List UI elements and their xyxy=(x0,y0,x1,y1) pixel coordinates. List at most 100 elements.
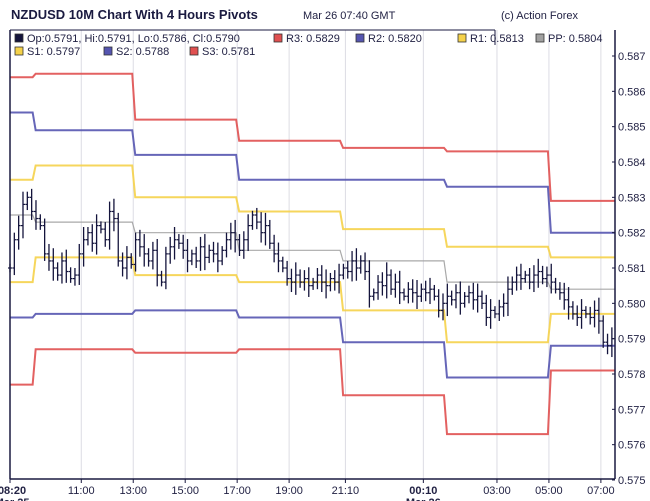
price-bar xyxy=(42,218,47,261)
pivot-line-s3 xyxy=(10,348,615,436)
price-bar xyxy=(367,260,372,308)
y-tick-label: 0.576 xyxy=(618,440,646,452)
price-bar xyxy=(484,294,489,326)
x-tick-label: 17:00 xyxy=(223,485,251,497)
legend-item-label: S2: 0.5788 xyxy=(116,46,169,58)
y-tick-label: 0.581 xyxy=(618,263,646,275)
price-bar xyxy=(492,306,497,319)
ohlc-swatch xyxy=(14,33,24,43)
price-bar xyxy=(12,232,17,276)
price-bar xyxy=(583,306,588,319)
price-bar xyxy=(514,266,519,291)
price-bar xyxy=(315,268,320,290)
pivot-line-r2 xyxy=(10,111,615,234)
price-bar xyxy=(380,272,385,296)
price-bar xyxy=(596,297,601,334)
price-bar xyxy=(566,287,571,320)
price-bar xyxy=(575,305,580,326)
price-bar xyxy=(159,270,164,287)
price-bar xyxy=(527,268,532,290)
x-tick-label: 00:10 xyxy=(409,485,437,497)
price-bar xyxy=(272,234,277,263)
price-bar xyxy=(285,260,290,286)
price-bar xyxy=(25,191,30,211)
pivot-line-s1 xyxy=(10,256,615,344)
price-bar xyxy=(605,333,610,355)
price-bar xyxy=(337,263,342,294)
legend-swatch xyxy=(103,46,113,56)
price-bar xyxy=(523,270,528,283)
price-bar xyxy=(501,293,506,317)
pivot-line-r1 xyxy=(10,164,615,259)
price-bar xyxy=(518,263,523,290)
legend-swatch xyxy=(273,33,283,43)
price-bar xyxy=(441,293,445,321)
legend-swatch xyxy=(355,33,365,43)
y-tick-label: 0.583 xyxy=(618,192,646,204)
price-bar xyxy=(389,269,394,295)
price-bar xyxy=(29,188,34,220)
price-bar xyxy=(59,252,64,284)
price-bar xyxy=(311,277,316,290)
x-axis-ticks: 08:20Mar 25 11:00 13:00 15:00 17:00 19:00 21:1… xyxy=(0,479,615,501)
price-bar xyxy=(341,263,346,280)
price-bar xyxy=(536,258,541,288)
price-bar xyxy=(233,219,238,253)
x-tick-label: 21:10 xyxy=(332,485,360,497)
price-bar xyxy=(588,306,593,325)
y-tick-label: 0.582 xyxy=(618,228,646,240)
price-bar xyxy=(90,224,95,252)
price-bar xyxy=(397,270,402,305)
price-bar xyxy=(94,214,99,255)
price-bar xyxy=(137,229,142,257)
price-bar xyxy=(510,276,515,295)
price-bar xyxy=(237,234,242,256)
price-bar xyxy=(332,270,337,291)
price-bar xyxy=(324,269,329,299)
x-tick-date: Mar 26 xyxy=(406,497,441,501)
price-bar xyxy=(415,280,420,309)
x-tick-label: 11:00 xyxy=(68,485,95,497)
price-bar xyxy=(120,252,125,277)
price-bar xyxy=(328,272,333,292)
price-bar xyxy=(406,282,411,304)
price-bar xyxy=(549,263,554,294)
price-bar xyxy=(358,255,363,274)
price-bar xyxy=(276,242,281,273)
price-bar xyxy=(81,227,86,267)
price-bar xyxy=(20,191,25,239)
pivot-line-s2 xyxy=(10,309,615,379)
price-bar xyxy=(189,249,194,266)
price-bar xyxy=(345,260,350,279)
price-bar xyxy=(306,267,311,297)
price-bar xyxy=(103,222,108,247)
price-bar xyxy=(453,284,458,309)
price-bar xyxy=(393,273,398,298)
price-bar xyxy=(319,265,324,293)
price-bar xyxy=(150,241,155,270)
price-bar xyxy=(68,267,73,283)
y-tick-label: 0.575 xyxy=(618,475,646,487)
pivot-lines xyxy=(10,72,615,436)
price-bar xyxy=(579,299,584,329)
price-bar xyxy=(198,236,203,271)
price-bar xyxy=(505,276,510,317)
y-tick-label: 0.585 xyxy=(618,122,646,134)
y-tick-label: 0.586 xyxy=(618,86,646,98)
legend-swatch xyxy=(189,46,199,56)
price-bar xyxy=(562,282,567,310)
legend-swatch xyxy=(535,33,545,43)
price-bar xyxy=(241,231,246,259)
price-bar xyxy=(111,198,116,232)
x-tick-label: 03:00 xyxy=(483,485,511,497)
price-bar xyxy=(553,277,558,294)
price-bar xyxy=(55,262,60,281)
price-bar xyxy=(259,212,264,243)
price-bar xyxy=(570,301,575,320)
price-bar xyxy=(376,275,381,300)
price-bar xyxy=(402,288,407,301)
price-bar xyxy=(423,280,428,302)
price-bar xyxy=(51,248,56,281)
legend-item-label: R2: 0.5820 xyxy=(368,33,422,45)
